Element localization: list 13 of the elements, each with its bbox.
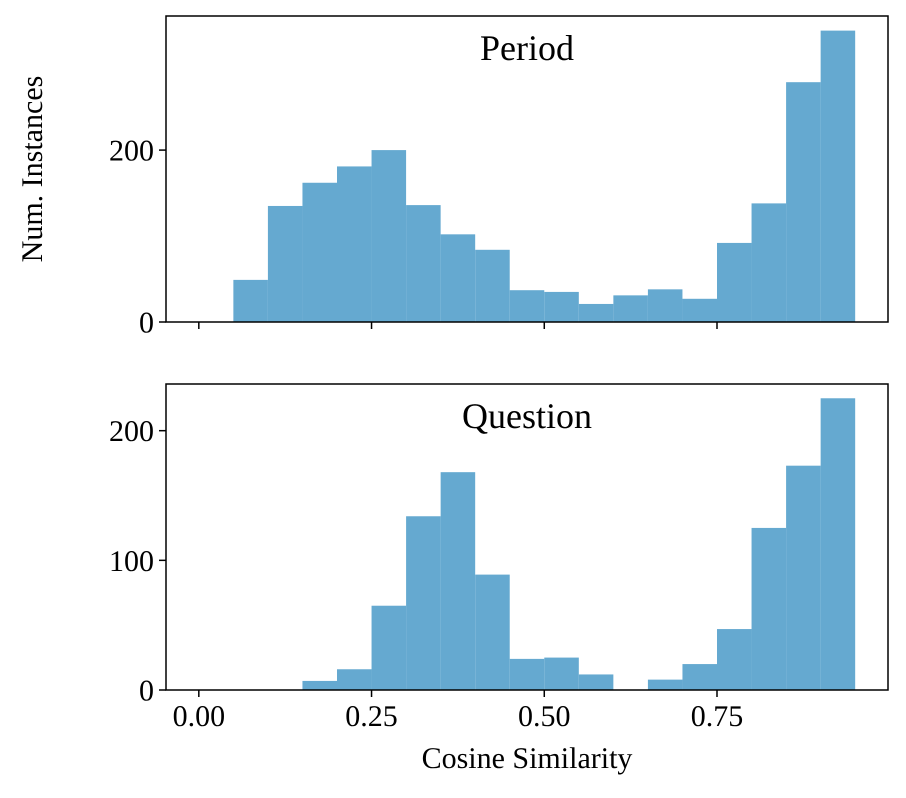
- x-tick-label: 0.25: [345, 700, 398, 733]
- y-tick-label: 0: [139, 674, 154, 708]
- chart-title: Period: [480, 28, 574, 68]
- chart-title: Question: [462, 396, 592, 436]
- x-axis-title: Cosine Similarity: [422, 742, 632, 775]
- y-tick-label: 200: [109, 415, 154, 448]
- x-tick-label: 0.50: [518, 700, 571, 733]
- y-tick-label: 0: [139, 306, 154, 340]
- x-tick-label: 0.00: [172, 700, 226, 733]
- x-tick-label: 0.75: [690, 700, 744, 733]
- y-tick-label: 100: [109, 544, 154, 578]
- y-axis-title: Num. Instances: [16, 76, 49, 262]
- y-tick-label: 200: [109, 134, 154, 168]
